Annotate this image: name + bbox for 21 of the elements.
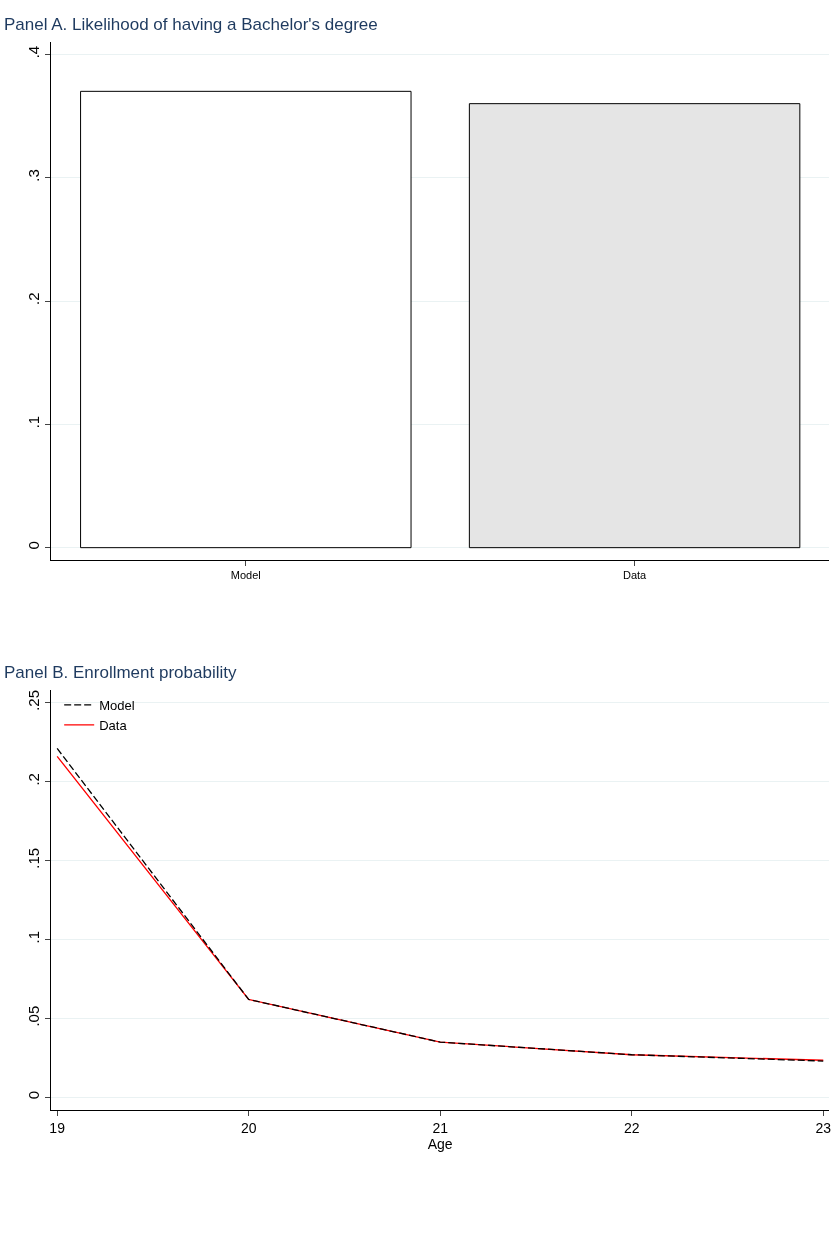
chart-title: Panel B. Enrollment probability [4,663,237,682]
y-tick-label: .25 [25,689,43,711]
y-tick-label: .15 [25,847,43,869]
y-tick-label: .05 [25,1005,43,1027]
x-tick-label: 22 [623,1119,640,1136]
y-tick-label: 0 [25,541,43,550]
y-tick-label: .3 [25,169,43,182]
y-tick-label: .2 [25,292,43,306]
y-tick-label: .4 [25,45,43,59]
y-tick-label: .2 [25,773,43,786]
y-tick-label: .1 [25,930,43,944]
y-tick-label: 0 [25,1090,43,1100]
x-axis-title: Age [427,1135,453,1152]
x-tick-label: 21 [432,1119,449,1136]
x-tick-label: 20 [240,1119,257,1136]
x-tick-label: 19 [49,1119,66,1136]
chart-title: Panel A. Likelihood of having a Bachelor's degree [4,15,378,34]
x-tick-label: 23 [815,1119,832,1136]
legend-label: Model [99,698,135,714]
legend-label: Data [99,717,128,733]
y-tick-label: .1 [25,415,43,429]
